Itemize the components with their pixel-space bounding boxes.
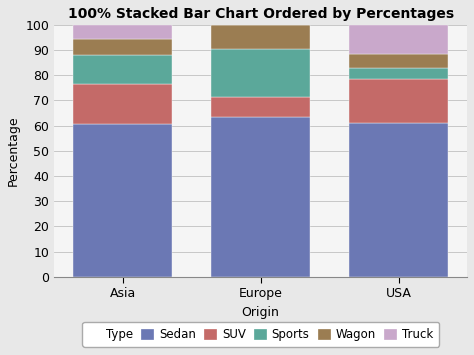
Bar	[349, 68, 448, 79]
Title: 100% Stacked Bar Chart Ordered by Percentages: 100% Stacked Bar Chart Ordered by Percen…	[68, 7, 454, 21]
Legend: Type, Sedan, SUV, Sports, Wagon, Truck: Type, Sedan, SUV, Sports, Wagon, Truck	[82, 322, 439, 346]
Bar	[211, 117, 310, 277]
Bar	[73, 55, 173, 84]
Bar	[211, 49, 310, 97]
Bar	[73, 84, 173, 125]
X-axis label: Origin: Origin	[242, 306, 280, 319]
Bar	[349, 123, 448, 277]
Bar	[349, 25, 448, 54]
Bar	[73, 25, 173, 39]
Bar	[211, 25, 310, 49]
Bar	[73, 39, 173, 55]
Bar	[349, 54, 448, 68]
Bar	[211, 97, 310, 117]
Bar	[73, 125, 173, 277]
Y-axis label: Percentage: Percentage	[7, 116, 20, 186]
Bar	[349, 79, 448, 123]
